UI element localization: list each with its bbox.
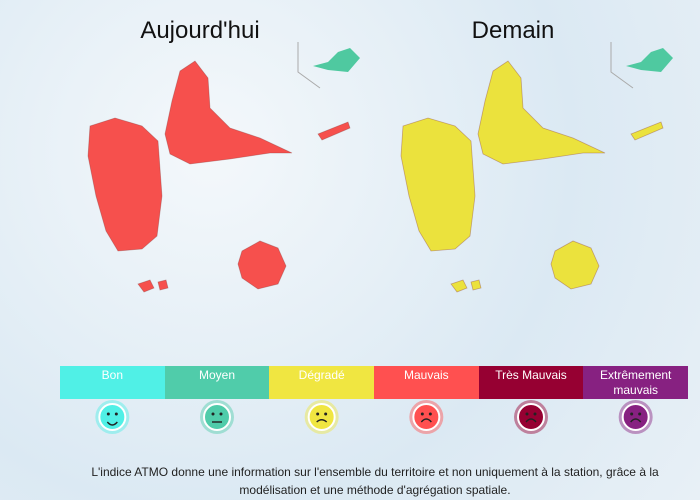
map-title: Aujourd'hui [140, 17, 259, 44]
legend-item: Bon [60, 366, 165, 399]
face [412, 403, 441, 431]
face-eye [211, 412, 215, 416]
face [307, 403, 336, 431]
legend-item: Moyen [164, 366, 270, 399]
map [87, 60, 351, 293]
island [450, 279, 468, 293]
face-mouth [525, 418, 537, 423]
inset-island [313, 48, 360, 72]
face-eye [106, 412, 110, 416]
legend-item: Dégradé [269, 366, 375, 399]
island [317, 121, 351, 141]
island [157, 279, 169, 291]
face-mouth [420, 418, 432, 423]
face-eye [630, 412, 634, 416]
face [203, 403, 231, 431]
face-eye [114, 412, 118, 416]
face-eye [316, 412, 320, 416]
face-eye [638, 412, 642, 416]
island [400, 117, 476, 252]
face-mouth [630, 418, 642, 423]
inset-frame [610, 42, 634, 89]
face-eye [420, 412, 424, 416]
face-eye [428, 412, 432, 416]
island [164, 60, 293, 165]
island [137, 279, 155, 293]
face-eye [525, 412, 529, 416]
island [550, 240, 600, 290]
face-eye [533, 412, 537, 416]
face [621, 403, 650, 431]
legend-item: Mauvais [374, 366, 479, 399]
face-eye [324, 412, 328, 416]
legend: Bon Moyen Dégradé Mauvais Très Mauvais Extrêm… [60, 366, 689, 399]
face [517, 403, 545, 431]
island [477, 60, 606, 165]
face-mouth [106, 421, 118, 426]
island [87, 117, 163, 252]
map [400, 60, 664, 293]
island [470, 279, 482, 291]
island [630, 121, 664, 141]
face-eye [219, 412, 223, 416]
legend-item: Extrêmement mauvais [583, 366, 689, 399]
inset-frame [297, 42, 321, 89]
maps: Aujourd'hui Demain [87, 17, 673, 434]
map-title: Demain [472, 17, 555, 44]
legend-item: Très Mauvais [478, 366, 584, 399]
island [237, 240, 287, 290]
footer-text: L'indice ATMO donne une information sur … [91, 465, 659, 497]
face-mouth [316, 419, 328, 423]
face [98, 403, 127, 431]
inset-island [626, 48, 673, 72]
